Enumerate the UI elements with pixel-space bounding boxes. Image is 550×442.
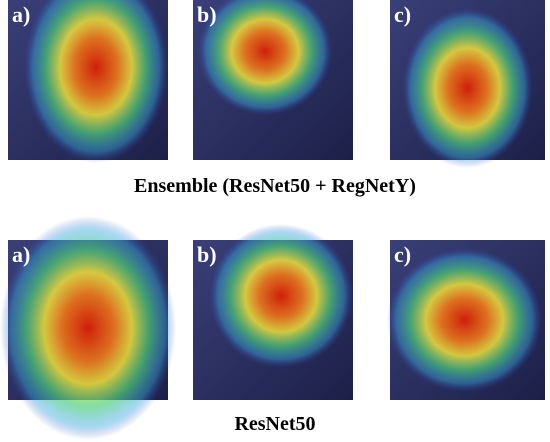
caption: ResNet50 — [234, 413, 315, 435]
panel-label: a) — [12, 242, 30, 267]
panel-label: b) — [197, 2, 217, 27]
panel-label: b) — [197, 242, 217, 267]
image-panel: c) — [386, 240, 545, 400]
image-panel: a) — [8, 0, 168, 164]
heatmap — [24, 0, 168, 164]
heatmap — [209, 224, 353, 368]
image-panel: c) — [390, 0, 545, 168]
panel-label: a) — [12, 2, 30, 27]
image-panel: a) — [0, 216, 176, 440]
caption: Ensemble (ResNet50 + RegNetY) — [134, 175, 416, 197]
heatmap — [0, 216, 176, 440]
heatmap — [197, 0, 333, 116]
panel-label: c) — [394, 2, 411, 27]
heatmap — [402, 8, 533, 168]
heatmap — [386, 248, 542, 392]
image-panel: b) — [193, 0, 353, 160]
image-panel: b) — [193, 224, 353, 400]
panel-label: c) — [394, 242, 411, 267]
